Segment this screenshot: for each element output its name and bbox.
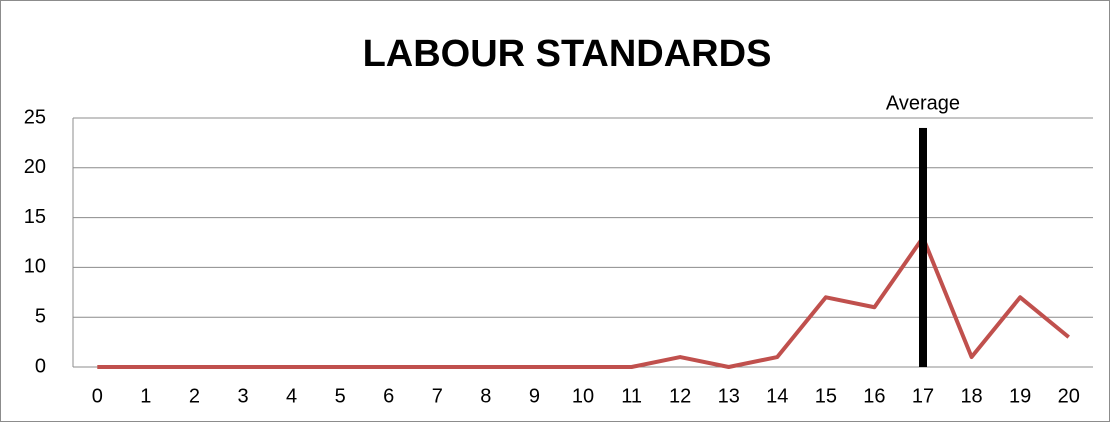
- x-tick-label: 18: [960, 385, 982, 407]
- x-tick-label: 13: [718, 385, 740, 407]
- x-tick-label: 9: [529, 385, 540, 407]
- x-tick-label: 14: [766, 385, 788, 407]
- average-marker: [919, 127, 927, 368]
- y-tick-label: 5: [35, 305, 46, 327]
- x-tick-label: 15: [815, 385, 837, 407]
- x-tick-label: 6: [383, 385, 394, 407]
- x-tick-label: 16: [863, 385, 885, 407]
- y-tick-label: 25: [24, 106, 46, 128]
- x-tick-label: 7: [432, 385, 443, 407]
- x-tick-label: 3: [237, 385, 248, 407]
- y-tick-label: 10: [24, 256, 46, 278]
- chart-title: LABOUR STANDARDS: [363, 33, 772, 75]
- x-tick-label: 20: [1058, 385, 1080, 407]
- x-tick-label: 17: [912, 385, 934, 407]
- x-tick-label: 8: [480, 385, 491, 407]
- x-tick-label: 12: [669, 385, 691, 407]
- x-tick-label: 2: [189, 385, 200, 407]
- x-tick-label: 1: [140, 385, 151, 407]
- x-tick-label: 0: [92, 385, 103, 407]
- x-tick-label: 5: [335, 385, 346, 407]
- x-tick-label: 11: [621, 385, 642, 407]
- x-tick-label: 4: [286, 385, 297, 407]
- y-tick-label: 20: [24, 156, 46, 178]
- x-tick-label: 10: [572, 385, 594, 407]
- annotation-label: Average: [886, 92, 960, 114]
- y-tick-label: 15: [24, 206, 46, 228]
- data-line: [97, 235, 1070, 369]
- x-tick-label: 19: [1009, 385, 1031, 407]
- y-tick-label: 0: [35, 355, 46, 377]
